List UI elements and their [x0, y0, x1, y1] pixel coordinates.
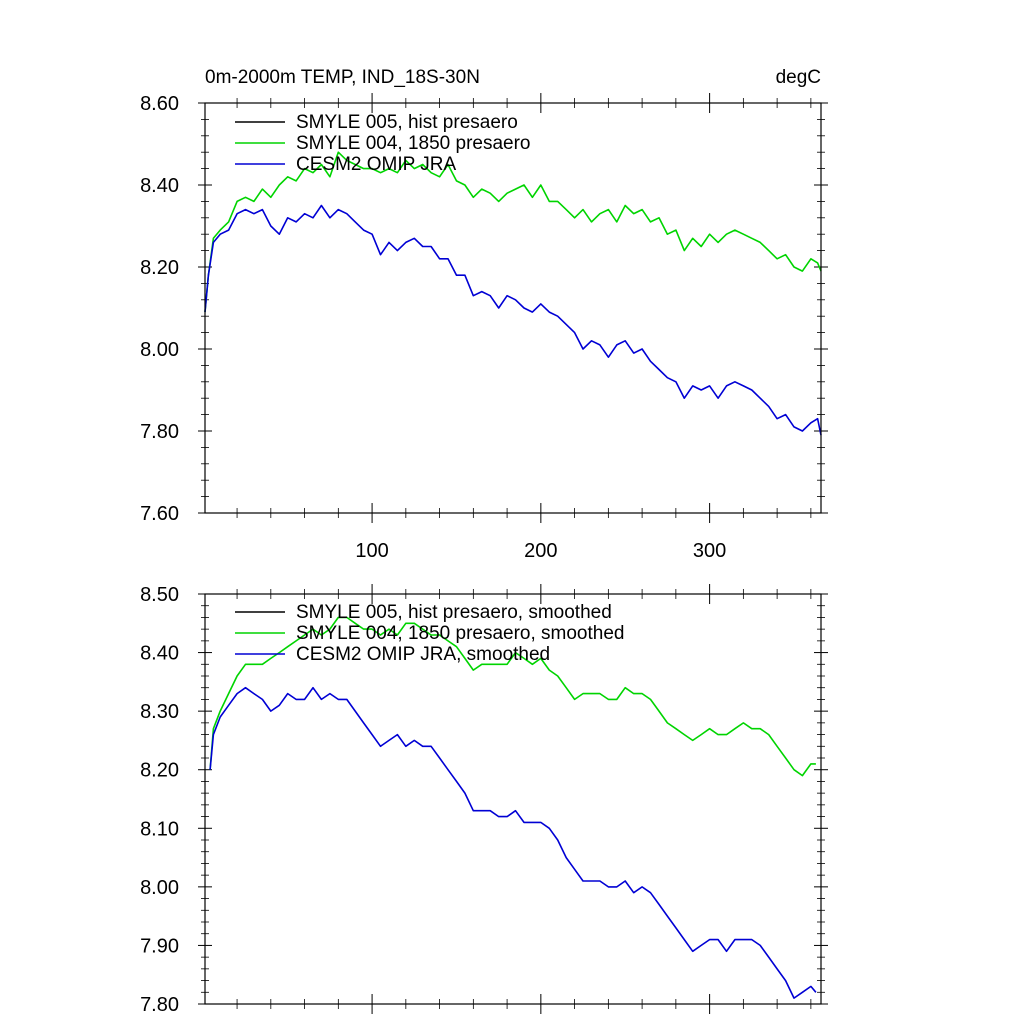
top-series-lines	[204, 151, 822, 436]
bottom-ytick-label-5: 8.30	[140, 701, 179, 723]
top-legend-label-1: SMYLE 004, 1850 presaero	[296, 133, 531, 154]
bottom-series-lines	[209, 616, 817, 999]
bottom-ytick-label-6: 8.40	[140, 643, 179, 665]
top-panel: 0m-2000m TEMP, IND_18S-30N degC 7.60 7.80…	[140, 67, 828, 562]
top-legend-label-2: CESM2 OMIP JRA	[296, 154, 456, 175]
top-legend-label-0: SMYLE 005, hist presaero	[296, 112, 518, 133]
top-plot-frame	[204, 102, 822, 514]
bottom-ytick-label-3: 8.10	[140, 818, 179, 840]
top-xtick-label-1: 200	[524, 540, 557, 562]
top-units: degC	[776, 67, 821, 88]
bottom-legend-label-2: CESM2 OMIP JRA, smoothed	[296, 644, 550, 665]
bottom-ytick-label-2: 8.00	[140, 877, 179, 899]
bottom-axes-ticks: 7.80 7.90 8.00 8.10 8.20 8.30 8.40 8.50	[140, 584, 828, 1016]
top-xtick-label-2: 300	[693, 540, 726, 562]
top-ytick-label-2: 8.00	[140, 339, 179, 361]
bottom-ytick-label-1: 7.90	[140, 935, 179, 957]
top-legend: SMYLE 005, hist presaero SMYLE 004, 1850…	[235, 112, 531, 175]
top-title: 0m-2000m TEMP, IND_18S-30N	[205, 67, 480, 88]
top-ytick-label-4: 8.40	[140, 175, 179, 197]
top-ytick-label-5: 8.60	[140, 93, 179, 115]
top-axes-ticks: 7.60 7.80 8.00 8.20 8.40 8.60 100 200 300	[140, 93, 828, 562]
bottom-ytick-label-0: 7.80	[140, 994, 179, 1016]
top-ytick-label-0: 7.60	[140, 503, 179, 525]
top-ytick-label-1: 7.80	[140, 421, 179, 443]
bottom-ytick-label-7: 8.50	[140, 584, 179, 606]
top-series-line-2	[204, 204, 822, 436]
bottom-legend-label-1: SMYLE 004, 1850 presaero, smoothed	[296, 623, 624, 644]
bottom-panel: 7.80 7.90 8.00 8.10 8.20 8.30 8.40 8.50 SMYLE 0…	[140, 584, 828, 1016]
top-series-line-1	[204, 151, 822, 313]
bottom-ytick-label-4: 8.20	[140, 760, 179, 782]
top-ytick-label-3: 8.20	[140, 257, 179, 279]
bottom-plot-frame	[204, 593, 822, 1005]
bottom-series-line-2	[209, 686, 817, 999]
bottom-legend-label-0: SMYLE 005, hist presaero, smoothed	[296, 602, 612, 623]
bottom-legend: SMYLE 005, hist presaero, smoothed SMYLE…	[235, 602, 624, 665]
bottom-series-line-1	[209, 616, 816, 777]
top-xtick-label-0: 100	[355, 540, 388, 562]
